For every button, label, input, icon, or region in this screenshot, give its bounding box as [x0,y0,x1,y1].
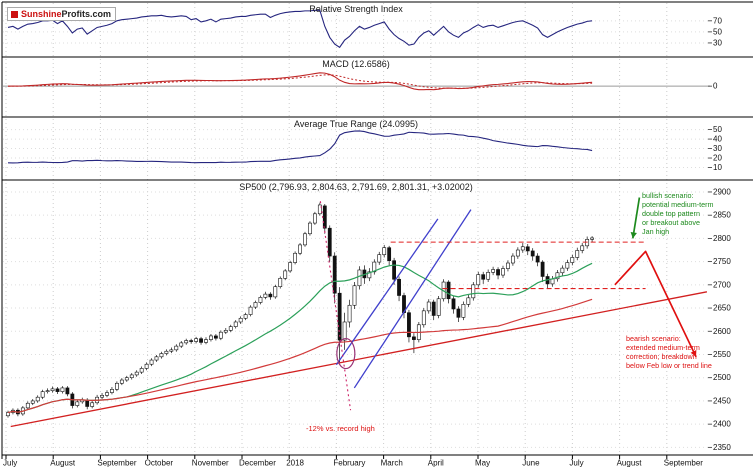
svg-text:August: August [617,459,643,468]
svg-text:March: March [381,459,403,468]
atr-title: Average True Range (24.0995) [294,119,418,129]
price-y-axis-labels: 2900 2850 2800 2750 2700 2650 2600 2550 2500 2450… [713,187,731,451]
rsi-title: Relative Strength Index [309,4,403,14]
month-gridlines [5,3,668,455]
svg-text:2350: 2350 [713,443,731,452]
svg-text:November: November [192,459,229,468]
svg-text:50: 50 [713,27,722,36]
rsi-line [7,9,593,49]
logo-mark-icon [11,10,18,18]
svg-text:50: 50 [713,125,722,134]
bearish-arrow [614,250,697,358]
svg-text:July: July [569,459,583,468]
svg-text:2500: 2500 [713,373,731,382]
svg-text:2400: 2400 [713,420,731,429]
svg-text:2750: 2750 [713,257,731,266]
svg-text:2600: 2600 [713,327,731,336]
svg-text:20: 20 [713,154,722,163]
logo: SunshineProfits.com [7,7,117,21]
rsi-y-axis-labels: 70 50 30 [713,16,722,47]
logo-text: SunshineProfits.com [21,9,111,19]
svg-text:30: 30 [713,144,722,153]
svg-text:2850: 2850 [713,211,731,220]
long-term-support-line [10,291,708,428]
svg-text:July: July [3,459,17,468]
svg-text:February: February [333,459,365,468]
candlesticks [6,202,595,418]
macd-y-axis-labels: 0 [713,82,718,91]
logo-brand-dark: Profits.com [61,9,112,19]
bearish-arrow-head [690,350,697,357]
bearish-annotation: bearish scenario: extended medium-term c… [626,334,712,370]
panel-borders [1,1,753,459]
feb-low-ellipse [336,337,356,370]
bullish-arrow-head [630,231,637,239]
svg-text:40: 40 [713,135,722,144]
rsi-axis-ticks [708,20,712,44]
bullish-arrow [631,197,641,239]
svg-text:2450: 2450 [713,396,731,405]
svg-text:June: June [522,459,540,468]
svg-text:70: 70 [713,16,722,25]
svg-text:April: April [428,459,444,468]
svg-text:September: September [664,459,703,468]
atr-line [7,130,593,164]
svg-text:September: September [97,459,136,468]
bullish-annotation: bullish scenario: potential medium-term … [642,191,714,236]
svg-text:May: May [475,459,490,468]
logo-brand-red: Sunshine [21,9,62,19]
blue-rising-line-2 [353,209,472,389]
svg-text:30: 30 [713,38,722,47]
svg-text:2900: 2900 [713,187,731,196]
svg-text:2700: 2700 [713,280,731,289]
price-axis-ticks [708,191,712,448]
x-axis-labels: July August September October November Decemb… [3,459,703,468]
svg-text:October: October [145,459,174,468]
svg-text:2018: 2018 [286,459,304,468]
ma-slow-line [7,298,593,414]
drawdown-dotted-line [319,201,352,411]
svg-text:2800: 2800 [713,234,731,243]
svg-text:0: 0 [713,82,718,91]
svg-text:10: 10 [713,163,722,172]
atr-axis-ticks [708,129,712,168]
macd-title: MACD (12.6586) [322,59,390,69]
blue-rising-line-1 [335,218,439,366]
price-title: SP500 (2,796.93, 2,804.63, 2,791.69, 2,8… [239,182,472,192]
svg-text:2550: 2550 [713,350,731,359]
svg-text:2650: 2650 [713,304,731,313]
macd-line [7,72,593,91]
svg-text:August: August [50,459,76,468]
svg-text:December: December [239,459,276,468]
drawdown-annotation: -12% vs. record high [306,424,375,433]
